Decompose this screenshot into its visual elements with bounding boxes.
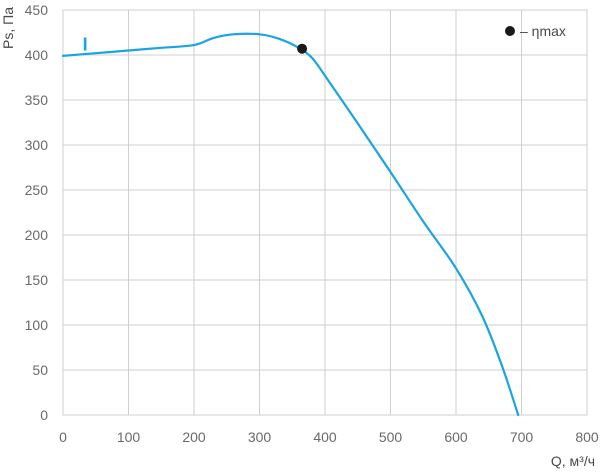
x-tick-label: 400: [313, 429, 337, 445]
y-tick-label: 400: [25, 47, 49, 63]
grid: [62, 9, 588, 416]
x-tick-label: 800: [575, 429, 599, 445]
plot-frame: [62, 9, 588, 416]
x-tick-label: 0: [59, 429, 67, 445]
x-tick-label: 300: [248, 429, 272, 445]
legend: – ηmax: [505, 23, 566, 39]
x-tick-label: 500: [379, 429, 403, 445]
series-label: I: [83, 35, 88, 55]
y-tick-label: 50: [32, 362, 48, 378]
series-line: [61, 32, 520, 417]
y-tick-label: 100: [25, 317, 49, 333]
x-tick-labels: 0 100 200 300 400 500 600 700 800: [59, 429, 599, 445]
y-tick-label: 200: [25, 227, 49, 243]
eta-max-point: [297, 43, 308, 54]
legend-marker-dot: [505, 26, 515, 36]
markers-group: [297, 43, 308, 54]
x-tick-label: 100: [117, 429, 141, 445]
y-axis-label: Ps, Па: [0, 7, 16, 49]
y-tick-label: 450: [25, 2, 49, 18]
y-tick-label: 250: [25, 182, 49, 198]
x-tick-label: 700: [510, 429, 534, 445]
x-axis-label: Q, м³/ч: [551, 453, 595, 469]
legend-marker-label: – ηmax: [520, 23, 566, 39]
x-tick-label: 600: [444, 429, 468, 445]
y-tick-label: 150: [25, 272, 49, 288]
y-tick-label: 350: [25, 92, 49, 108]
y-tick-label: 300: [25, 137, 49, 153]
y-tick-labels: 0 50 100 150 200 250 300 350 400 450: [25, 2, 49, 423]
series-group: I: [61, 32, 520, 417]
x-tick-label: 200: [182, 429, 206, 445]
y-tick-label: 0: [40, 407, 48, 423]
